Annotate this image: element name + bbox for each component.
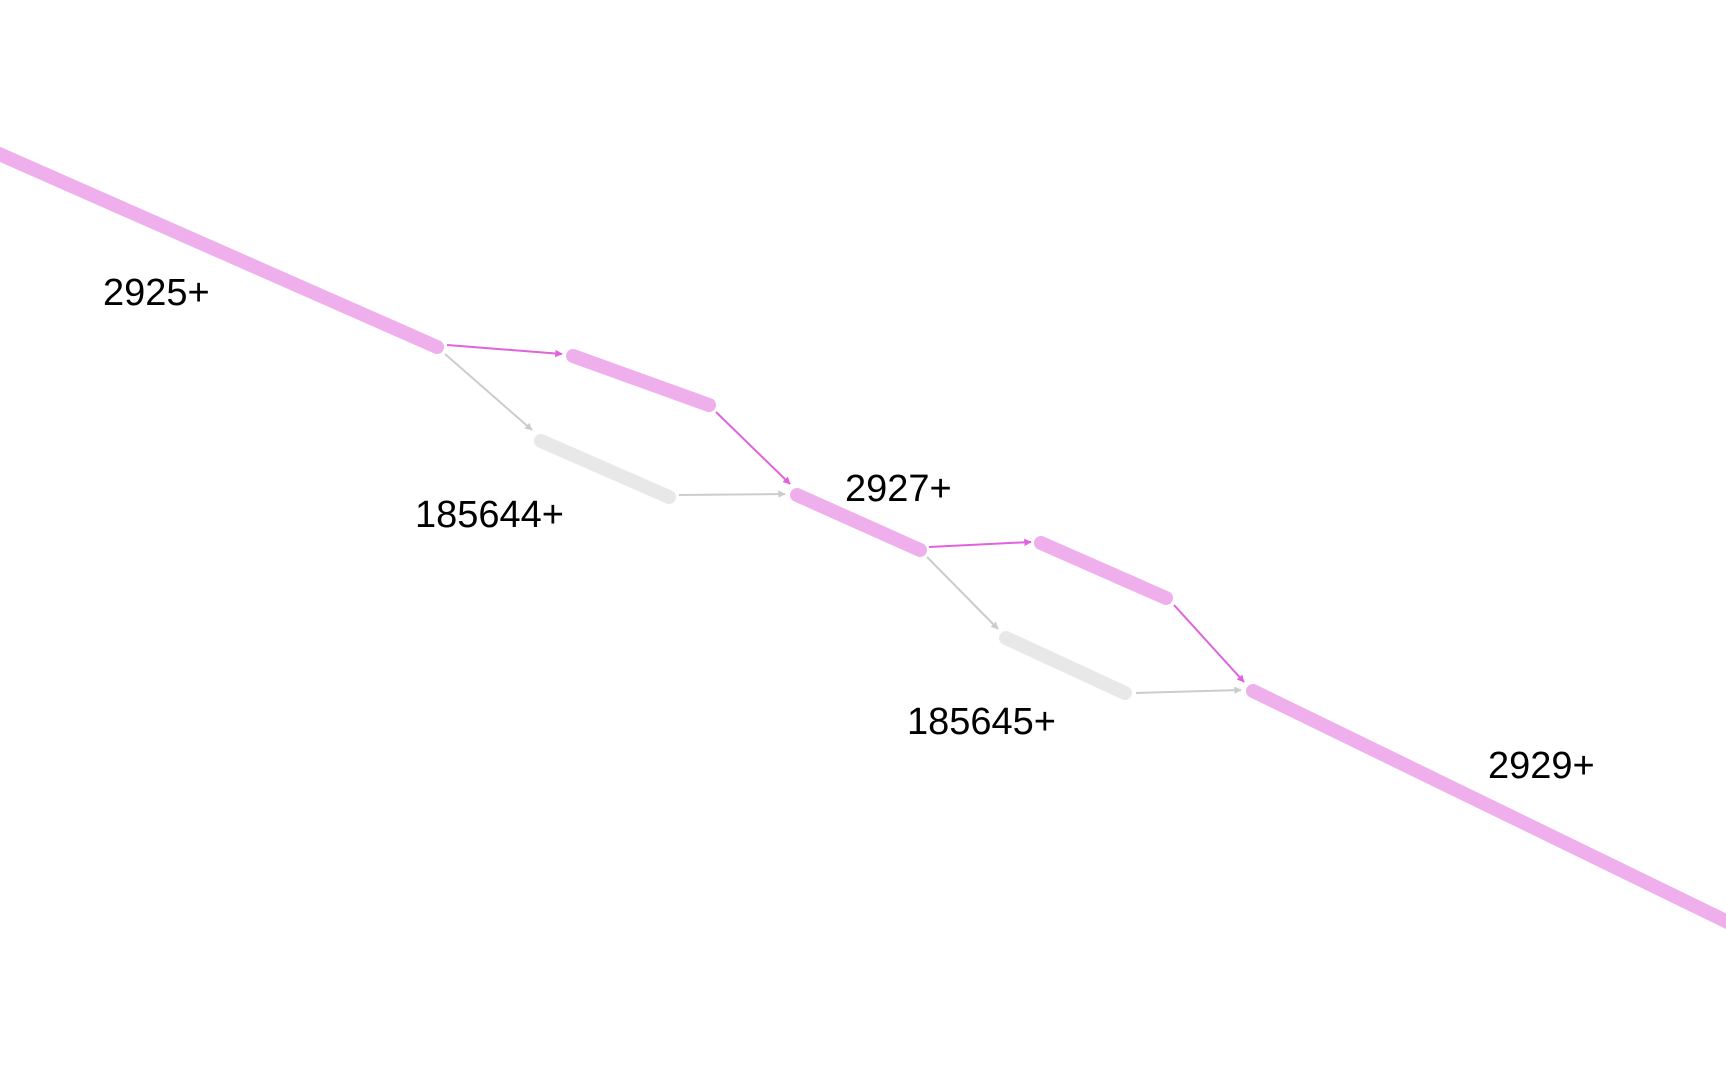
nodes-layer (0, 146, 1726, 929)
edge-2926-to-2927 (715, 411, 791, 485)
node-2927[interactable] (790, 488, 927, 557)
edge-2925-to-2926 (446, 344, 563, 358)
edges-layer (444, 344, 1245, 694)
node-label-185645: 185645+ (907, 701, 1056, 743)
node-2929[interactable] (1246, 684, 1726, 929)
edge-2927-to-185645 (926, 556, 999, 630)
edge-185644-to-2927 (678, 490, 786, 498)
node-label-185644: 185644+ (415, 494, 564, 536)
node-2928[interactable] (1034, 536, 1173, 605)
edge-2927-to-2928 (928, 538, 1032, 548)
node-2926[interactable] (566, 349, 716, 412)
node-label-2927: 2927+ (845, 468, 952, 510)
edge-2928-to-2929 (1173, 604, 1245, 683)
node-label-2929: 2929+ (1488, 745, 1595, 787)
edge-2925-to-185644 (444, 353, 533, 431)
labels-layer: 2925+ 185644+ 2927+ 185645+ 2929+ (103, 272, 1595, 787)
node-185644[interactable] (534, 434, 676, 504)
node-2925[interactable] (0, 146, 444, 354)
edge-185645-to-2929 (1135, 686, 1242, 694)
node-label-2925: 2925+ (103, 272, 210, 314)
node-185645[interactable] (999, 631, 1132, 700)
